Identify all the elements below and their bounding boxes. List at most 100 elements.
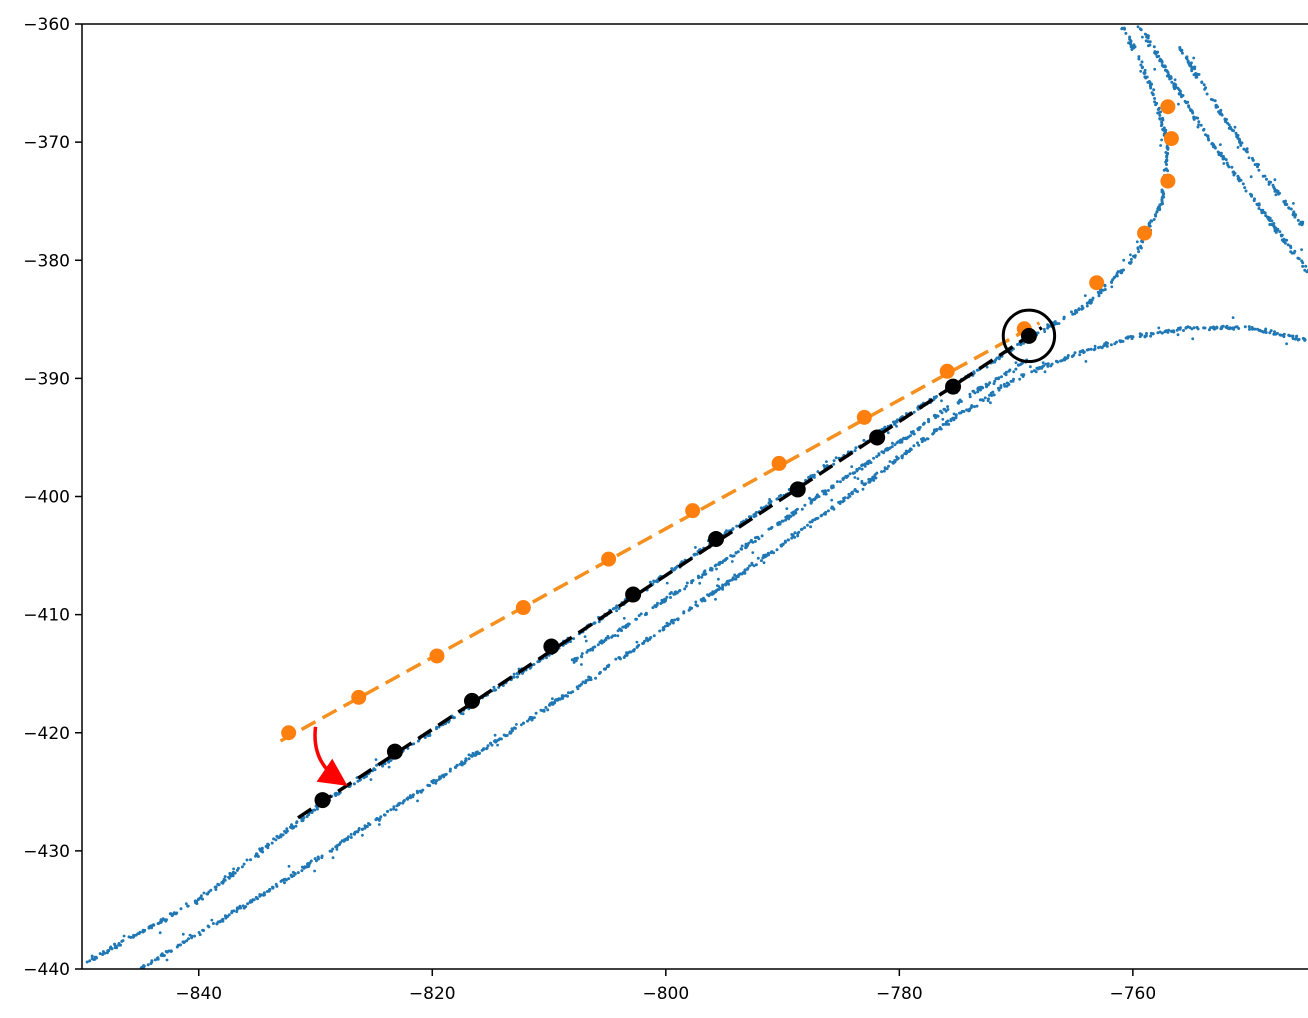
lane-point: [916, 428, 920, 432]
lane-point: [1139, 244, 1142, 248]
lane-point: [573, 657, 577, 661]
lane-point: [665, 621, 669, 625]
lane-point: [505, 734, 509, 737]
lane-point: [1152, 45, 1156, 49]
lane-point: [1165, 69, 1169, 73]
lane-point: [448, 769, 452, 773]
lane-point: [941, 417, 945, 421]
lane-point: [635, 645, 639, 649]
lane-point: [294, 824, 298, 828]
lane-point: [1186, 60, 1190, 64]
lane-point: [1171, 329, 1175, 333]
lane-point: [1293, 249, 1297, 253]
lane-point: [1154, 213, 1157, 217]
lane-point: [1275, 331, 1279, 335]
lane-point: [485, 747, 488, 751]
lane-point: [470, 754, 474, 758]
lane-point: [1261, 208, 1265, 212]
lane-point: [1211, 143, 1215, 147]
lane-point: [1012, 370, 1016, 374]
lane-point: [1295, 334, 1299, 338]
lane-point: [700, 575, 704, 579]
lane-point: [377, 823, 381, 826]
lane-point: [1245, 150, 1249, 154]
lane-point: [701, 599, 704, 602]
black-point: [1020, 327, 1037, 344]
lane-point: [232, 909, 236, 913]
lane-point: [1138, 335, 1142, 339]
lane-point: [201, 928, 205, 932]
lane-point: [435, 779, 439, 783]
lane-point: [850, 492, 854, 496]
lane-point: [1273, 229, 1277, 233]
lane-point: [316, 856, 320, 859]
lane-point: [1230, 165, 1234, 169]
lane-point: [861, 487, 865, 491]
lane-point: [214, 885, 218, 889]
lane-point: [1131, 335, 1135, 339]
lane-point: [334, 845, 338, 849]
lane-point: [871, 475, 875, 479]
x-tick-label: −840: [175, 984, 222, 1004]
lane-point: [416, 799, 419, 803]
lane-point: [467, 753, 471, 757]
lane-point: [1216, 150, 1220, 154]
lane-point: [997, 376, 1001, 380]
lane-point: [1140, 60, 1144, 64]
lane-point: [1115, 340, 1118, 344]
lane-point: [1303, 338, 1307, 342]
lane-point: [694, 600, 698, 604]
lane-point: [710, 567, 714, 571]
lane-point: [397, 802, 401, 806]
lane-point: [356, 779, 360, 783]
lane-point: [156, 922, 160, 926]
lane-point: [233, 871, 237, 875]
lane-point: [920, 440, 924, 444]
lane-point: [931, 432, 935, 436]
lane-point: [652, 634, 656, 638]
lane-point: [1124, 336, 1128, 340]
lane-point: [702, 570, 706, 574]
lane-point: [754, 563, 758, 567]
lane-point: [838, 480, 842, 484]
lane-point: [1077, 308, 1081, 312]
lane-point: [991, 390, 995, 394]
lane-point: [753, 539, 757, 543]
lane-point: [153, 958, 157, 962]
lane-point: [735, 524, 739, 528]
lane-point: [150, 924, 154, 928]
lane-point: [239, 906, 243, 910]
lane-point: [973, 405, 976, 409]
lane-point: [1100, 346, 1104, 350]
lane-point: [880, 427, 884, 431]
lane-point: [701, 573, 705, 577]
orange-point: [1137, 225, 1153, 241]
lane-point: [1192, 326, 1196, 330]
lane-point: [809, 525, 813, 529]
lane-point: [1159, 124, 1163, 128]
lane-point: [493, 688, 497, 692]
lane-point: [202, 891, 206, 895]
lane-point: [637, 643, 641, 647]
lane-point: [706, 593, 710, 597]
lane-point: [223, 878, 227, 882]
lane-point: [1054, 359, 1058, 363]
lane-point: [1245, 147, 1249, 151]
lane-point: [1197, 120, 1201, 124]
lane-point: [589, 676, 592, 680]
lane-point: [1173, 78, 1177, 82]
lane-point: [570, 658, 574, 662]
lane-point: [997, 356, 1001, 360]
lane-point: [513, 726, 517, 730]
lane-point: [1167, 328, 1171, 332]
lane-point: [258, 847, 261, 851]
lane-point: [1152, 88, 1156, 92]
lane-point: [223, 875, 227, 879]
lane-point: [254, 895, 258, 899]
lane-point: [1247, 325, 1251, 329]
lane-point: [693, 553, 697, 557]
lane-point: [591, 648, 595, 652]
lane-point: [714, 563, 718, 567]
lane-point: [214, 888, 218, 891]
lane-point: [1300, 259, 1304, 263]
